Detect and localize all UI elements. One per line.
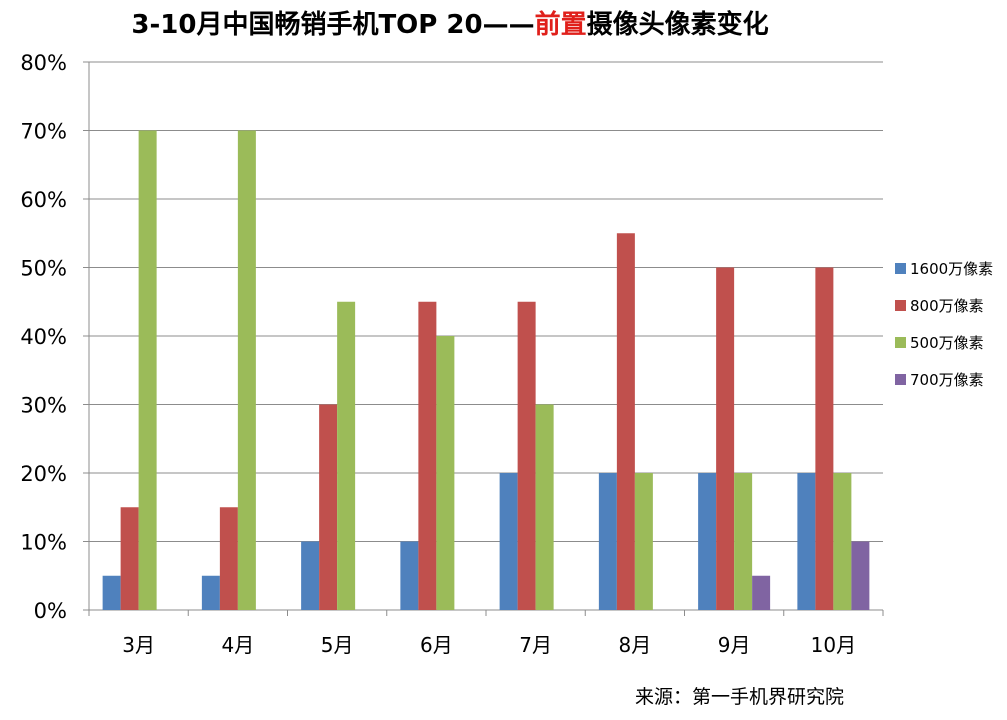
- x-tick-label: 9月: [718, 633, 751, 657]
- x-tick-label: 4月: [222, 633, 255, 657]
- legend-label: 700万像素: [910, 371, 984, 389]
- bar: [219, 507, 238, 610]
- bar: [716, 267, 735, 610]
- y-tick-label: 60%: [20, 188, 67, 212]
- bar: [797, 473, 816, 610]
- legend-label: 800万像素: [910, 297, 984, 315]
- bar: [535, 404, 554, 610]
- chart-title: 3-10月中国畅销手机TOP 20——前置摄像头像素变化: [0, 4, 900, 41]
- legend-item: 700万像素: [895, 361, 993, 398]
- legend-item: 800万像素: [895, 287, 993, 324]
- bar: [499, 473, 518, 610]
- bar: [138, 130, 157, 610]
- y-tick-label: 10%: [20, 531, 67, 555]
- bar: [815, 267, 834, 610]
- legend-label: 1600万像素: [910, 260, 994, 278]
- y-tick-label: 80%: [20, 51, 67, 75]
- bar: [120, 507, 139, 610]
- y-tick-label: 20%: [20, 462, 67, 486]
- x-tick-label: 5月: [321, 633, 354, 657]
- bar: [418, 301, 437, 610]
- bar: [616, 233, 635, 610]
- bar: [102, 575, 121, 610]
- bar: [734, 473, 753, 610]
- bar: [301, 541, 320, 610]
- y-tick-label: 50%: [20, 257, 67, 281]
- bar: [400, 541, 419, 610]
- legend-swatch: [895, 337, 906, 348]
- y-tick-label: 40%: [20, 325, 67, 349]
- legend-swatch: [895, 263, 906, 274]
- bar: [833, 473, 852, 610]
- legend-swatch: [895, 300, 906, 311]
- legend-swatch: [895, 374, 906, 385]
- x-tick-label: 6月: [420, 633, 453, 657]
- chart-title-part1: 3-10月中国畅销手机TOP 20——: [131, 10, 535, 40]
- chart-title-highlight: 前置: [534, 10, 587, 40]
- bar: [598, 473, 617, 610]
- x-tick-label: 7月: [519, 633, 552, 657]
- bar: [517, 301, 536, 610]
- chart-title-part2: 摄像头像素变化: [586, 10, 769, 40]
- legend-item: 1600万像素: [895, 250, 993, 287]
- bar: [201, 575, 220, 610]
- legend-label: 500万像素: [910, 334, 984, 352]
- bar: [237, 130, 256, 610]
- legend-item: 500万像素: [895, 324, 993, 361]
- bar: [319, 404, 338, 610]
- x-tick-label: 3月: [122, 633, 155, 657]
- y-tick-label: 30%: [20, 394, 67, 418]
- bar: [337, 301, 356, 610]
- bar: [436, 336, 455, 610]
- bar: [752, 575, 771, 610]
- y-tick-label: 70%: [20, 120, 67, 144]
- chart-legend: 1600万像素 800万像素 500万像素 700万像素: [895, 250, 993, 398]
- bar: [634, 473, 653, 610]
- x-tick-label: 8月: [619, 633, 652, 657]
- x-tick-label: 10月: [811, 633, 856, 657]
- source-note: 来源：第一手机界研究院: [635, 686, 845, 708]
- bar: [851, 541, 870, 610]
- bar: [698, 473, 717, 610]
- y-tick-label: 0%: [34, 599, 67, 623]
